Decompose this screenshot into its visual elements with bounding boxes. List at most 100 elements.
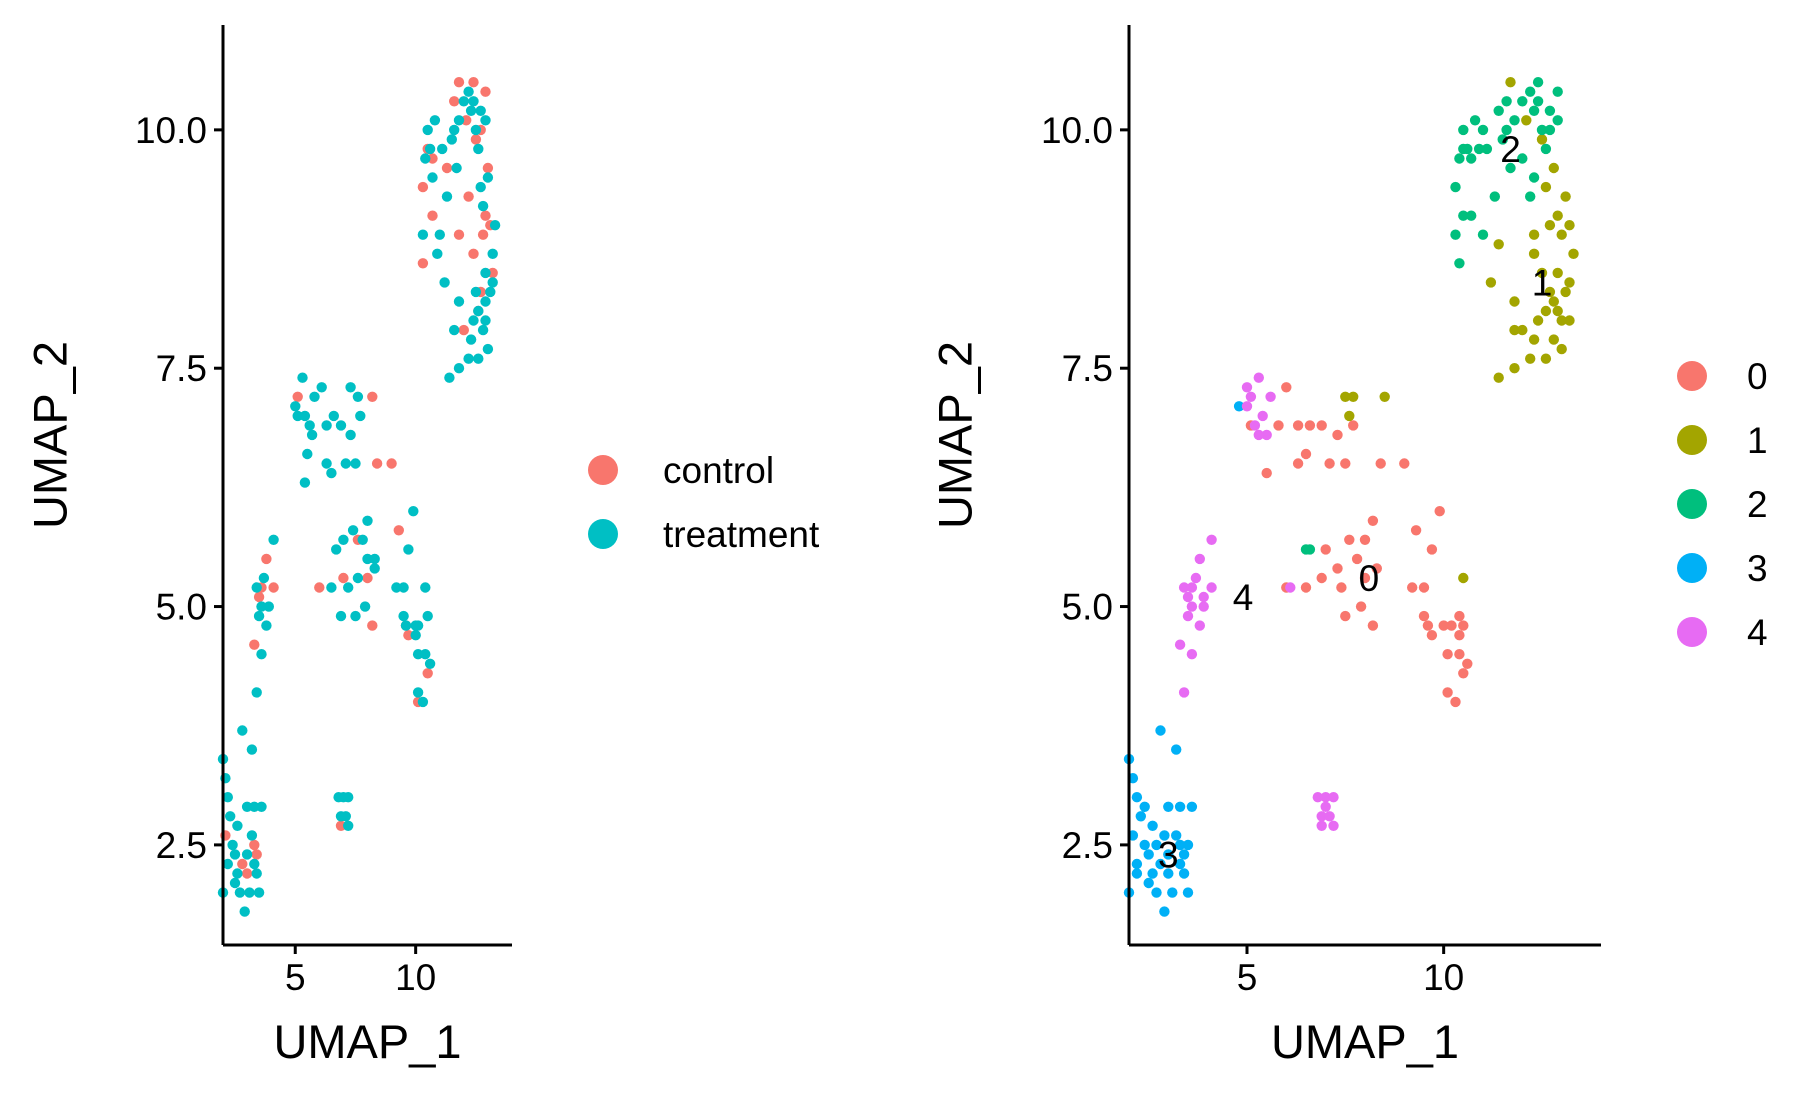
point-cluster-0 [1458,620,1469,631]
x-axis-title: UMAP_1 [1271,1015,1459,1068]
point-control [335,820,347,831]
point-cluster-0 [1426,630,1438,641]
point-treatment [241,849,253,860]
x-tick-label: 10 [395,957,436,998]
point-cluster-3 [1178,868,1190,879]
point-control [470,134,482,145]
point-cluster-0 [1407,582,1418,593]
point-control [403,630,414,641]
point-cluster-1 [1548,162,1560,174]
point-cluster-2 [1469,115,1481,126]
point-cluster-4 [1253,429,1265,441]
point-cluster-3 [1151,839,1162,851]
point-treatment [487,248,498,259]
point-treatment [424,658,436,669]
point-control [422,668,433,679]
point-treatment [304,420,315,431]
point-cluster-2 [1509,115,1520,126]
point-control [487,267,498,279]
point-control [468,248,479,259]
point-treatment [412,620,424,631]
point-treatment [326,467,337,479]
point-cluster-0 [1458,668,1469,679]
point-cluster-2 [1473,143,1485,155]
point-treatment [451,162,462,174]
y-tick-label: 2.5 [1062,825,1113,866]
point-treatment [468,96,479,107]
point-control [249,639,260,650]
point-cluster-4 [1186,582,1198,593]
point-cluster-1 [1560,191,1571,202]
point-cluster-2 [1462,143,1473,155]
point-treatment [475,181,486,193]
point-cluster-3 [1171,830,1182,841]
point-treatment [246,830,258,841]
legend-label: control [663,450,774,491]
point-cluster-4 [1245,391,1257,402]
point-treatment [256,649,267,660]
point-cluster-0 [1442,649,1453,660]
legend-key [1677,425,1707,455]
point-treatment [465,334,477,345]
point-control [417,258,429,269]
point-cluster-1 [1505,77,1516,88]
point-treatment [350,458,361,469]
point-cluster-4 [1241,382,1253,393]
point-cluster-0 [1454,610,1465,622]
point-cluster-1 [1556,343,1567,355]
point-cluster-0 [1418,582,1430,593]
point-cluster-4 [1198,601,1209,612]
point-treatment [446,134,457,145]
point-cluster-4 [1186,601,1198,612]
point-control [249,839,260,851]
point-treatment [473,143,484,155]
point-treatment [391,582,402,593]
point-cluster-0 [1336,582,1347,593]
point-cluster-3 [1159,830,1170,841]
point-cluster-1 [1509,296,1520,307]
point-cluster-1 [1540,305,1552,317]
x-tick-label: 5 [285,957,306,998]
point-cluster-2 [1501,124,1512,136]
point-control [268,582,279,593]
point-treatment [343,792,354,803]
point-cluster-3 [1233,401,1245,412]
point-cluster-1 [1528,334,1540,345]
legend: control treatment [588,450,820,555]
point-cluster-3 [1182,887,1194,898]
point-treatment [453,363,465,374]
point-control [461,115,472,126]
point-control [441,162,453,174]
point-treatment [229,849,241,860]
point-treatment [299,477,311,488]
x-tick-label: 5 [1237,957,1258,998]
point-cluster-0 [1300,582,1312,593]
point-cluster-0 [1462,658,1473,669]
point-cluster-1 [1458,572,1469,584]
point-treatment [485,286,496,298]
point-cluster-3 [1131,868,1143,879]
point-treatment [482,172,494,183]
legend-key [1677,489,1707,519]
point-cluster-3 [1178,849,1190,860]
point-cluster-2 [1489,191,1501,202]
point-treatment [222,792,233,803]
point-cluster-1 [1556,315,1567,326]
point-cluster-3 [1131,792,1143,803]
point-treatment [369,563,380,574]
point-cluster-0 [1281,382,1292,393]
point-cluster-2 [1450,181,1461,193]
point-treatment [449,124,460,136]
legend-key [1677,361,1707,391]
point-treatment [335,610,347,622]
point-treatment [244,887,255,898]
point-cluster-3 [1143,877,1154,889]
point-cluster-2 [1466,210,1477,221]
point-cluster-0 [1324,458,1335,469]
point-cluster-3 [1135,811,1147,822]
umap-panel-condition: 2.5 5.0 7.5 10.0 5 10 UMAP_1 UMAP_2 control treat… [24,25,820,1068]
point-treatment [437,143,448,155]
point-treatment [321,458,332,469]
point-cluster-0 [1355,601,1367,612]
point-cluster-0 [1371,563,1383,574]
